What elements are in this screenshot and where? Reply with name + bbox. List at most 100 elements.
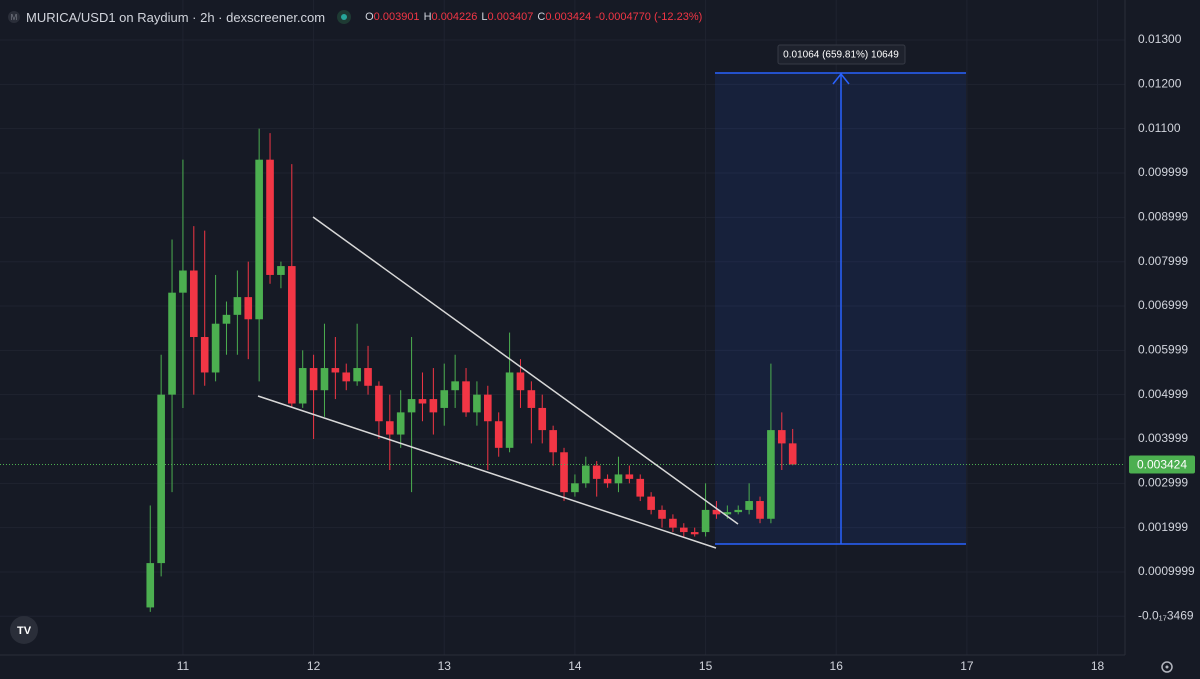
candle-body <box>527 390 536 408</box>
candle-body <box>157 394 165 564</box>
x-tick-label: 16 <box>830 659 844 673</box>
svg-text:TV: TV <box>17 625 32 637</box>
candle-body <box>538 407 547 431</box>
candle-body <box>767 430 775 519</box>
x-tick-label: 15 <box>699 659 713 673</box>
candle-body <box>277 266 285 275</box>
candle-body <box>320 368 329 391</box>
ohlc-value: 0.004226 <box>431 11 478 23</box>
y-tick-label: 0.005999 <box>1138 343 1188 357</box>
y-tick-label: 0.01200 <box>1138 76 1182 90</box>
candle-body <box>723 512 732 515</box>
x-tick-label: 17 <box>960 659 974 673</box>
candle-body <box>168 292 176 395</box>
settings-icon[interactable] <box>1161 661 1173 673</box>
candle-body <box>701 509 710 533</box>
candle-body <box>756 501 764 519</box>
header: M MURICA/USD1 on Raydium · 2h · dexscree… <box>8 8 706 26</box>
candle-body <box>734 509 743 513</box>
candle-body <box>255 159 263 320</box>
y-tick-label: 0.01300 <box>1138 32 1182 46</box>
ohlc-value: 0.003901 <box>373 11 420 23</box>
candle-body <box>462 381 470 413</box>
y-tick-label: 0.001999 <box>1138 520 1188 534</box>
y-tick-label: 0.009999 <box>1138 165 1188 179</box>
candle-body <box>712 509 721 515</box>
candle-body <box>690 532 699 535</box>
tv-logo: TV <box>10 616 38 644</box>
y-tick-label: -0.0₁₇3469 <box>1138 608 1194 622</box>
x-tick-label: 11 <box>177 659 190 673</box>
x-tick-label: 14 <box>568 659 582 673</box>
status-dot <box>337 10 352 24</box>
candle-body <box>375 385 383 422</box>
candle-body <box>560 452 568 493</box>
candle-body <box>745 501 753 510</box>
token-icon: M <box>8 11 20 23</box>
candle-body <box>451 381 459 391</box>
y-tick-label: 0.01100 <box>1138 121 1181 135</box>
x-tick-label: 12 <box>307 659 321 673</box>
candle-body <box>636 478 645 497</box>
candle-body <box>440 390 449 408</box>
ohlc-value: 0.003424 <box>545 11 592 23</box>
candle-body <box>331 368 340 373</box>
candle-body <box>658 509 666 519</box>
candle-body <box>200 337 209 373</box>
candle-body <box>516 372 525 391</box>
candle-body <box>788 443 797 465</box>
candle-body <box>777 430 786 444</box>
measure-label-box <box>777 44 906 65</box>
candle-body <box>625 474 634 479</box>
candle-body <box>179 270 187 293</box>
ohlc-key: L <box>481 11 488 23</box>
trendline-upper <box>312 216 739 525</box>
candle-body <box>647 496 655 510</box>
chart-title: MURICA/USD1 on Raydium · 2h · dexscreene… <box>26 9 326 25</box>
candle-body <box>473 394 481 413</box>
measure-arrowhead <box>832 72 850 85</box>
candle-body <box>222 314 231 324</box>
y-tick-label: 0.008999 <box>1138 210 1188 224</box>
y-tick-label: 0.006999 <box>1138 298 1188 312</box>
candle-body <box>483 394 492 422</box>
ohlc-value: 0.003407 <box>487 11 534 23</box>
y-tick-label: 0.004999 <box>1138 387 1188 401</box>
candle-body <box>418 399 427 404</box>
x-tick-label: 13 <box>438 659 452 673</box>
candle-body <box>244 297 253 320</box>
candle-body <box>396 412 405 435</box>
x-tick-label: 18 <box>1091 659 1105 673</box>
candle-body <box>287 266 296 404</box>
candle-body <box>146 563 155 608</box>
candle-body <box>342 372 351 382</box>
axes: 0.01300 0.01200 0.01100 0.009999 0.008999 0.0… <box>177 32 1195 673</box>
candle-body <box>429 399 438 413</box>
last-price-tag <box>1129 455 1195 474</box>
y-tick-label: 0.0009999 <box>1138 564 1195 578</box>
ohlc-key: C <box>537 11 546 23</box>
candle-body <box>603 478 612 484</box>
last-price-label: 0.003424 <box>1137 458 1187 472</box>
candle-body <box>592 465 601 479</box>
ohlc-key: O <box>365 11 374 23</box>
candle-body <box>211 323 220 373</box>
candle-body <box>364 368 372 386</box>
trendline-lower <box>257 395 717 549</box>
candle-body <box>190 270 198 338</box>
change: -0.0004770 (-12.23%) <box>595 11 703 23</box>
candle-body <box>679 527 688 533</box>
candle-body <box>669 518 677 528</box>
candle-body <box>266 159 274 275</box>
ohlc-key: H <box>423 11 432 23</box>
y-tick-label: 0.003999 <box>1138 431 1188 445</box>
candle-body <box>505 372 514 448</box>
candle-body <box>614 474 623 484</box>
candle-body <box>407 399 416 413</box>
candle-body <box>581 465 590 484</box>
candle-body <box>309 368 318 391</box>
measure-label: 0.01064 (659.81%) 10649 <box>783 50 899 61</box>
candle-body <box>233 297 242 315</box>
